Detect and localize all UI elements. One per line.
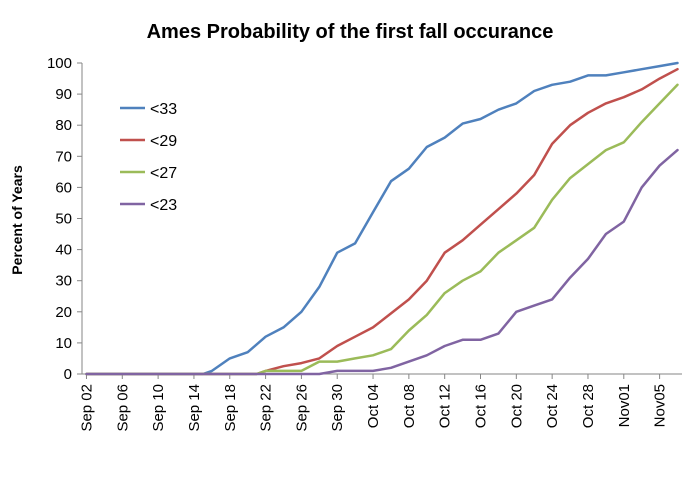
y-tick-label: 30	[55, 273, 72, 290]
y-tick-label: 80	[55, 117, 72, 134]
x-tick-label: Sep 02	[78, 384, 95, 432]
series-line-1	[85, 61, 679, 376]
x-tick-label: Nov01	[616, 384, 633, 427]
x-tick-label: Sep 18	[222, 384, 239, 432]
series-line-4	[85, 148, 679, 376]
y-tick-label: 50	[55, 211, 72, 228]
y-tick-label: 70	[55, 148, 72, 165]
legend: <33 <29 <27 <23	[120, 101, 177, 214]
x-tick-label: Sep 06	[114, 384, 131, 432]
x-tick-label: Sep 22	[258, 384, 275, 432]
x-tick-label: Oct 08	[401, 384, 418, 428]
y-tick-label: 100	[47, 55, 72, 72]
y-tick-label: 90	[55, 86, 72, 103]
x-tick-label: Oct 16	[473, 384, 490, 428]
chart-title: Ames Probability of the first fall occur…	[147, 21, 554, 43]
y-tick-label: 0	[64, 366, 72, 383]
legend-label-4: <23	[150, 197, 177, 214]
x-tick-label: Sep 10	[150, 384, 167, 432]
x-tick-label: Nov05	[652, 384, 669, 427]
x-tick-label: Oct 20	[508, 384, 525, 428]
x-tick-label: Oct 04	[365, 384, 382, 428]
legend-label-3: <27	[150, 165, 177, 182]
x-tick-label: Sep 14	[186, 384, 203, 432]
x-tick-label: Oct 24	[544, 384, 561, 428]
series-line-3	[85, 83, 679, 376]
x-tick-label: Oct 28	[580, 384, 597, 428]
x-tick-label: Sep 26	[293, 384, 310, 432]
x-tick-label: Oct 12	[437, 384, 454, 428]
x-tick-label: Sep 30	[329, 384, 346, 432]
y-tick-label: 60	[55, 179, 72, 196]
y-tick-label: 20	[55, 304, 72, 321]
series-lines	[85, 61, 679, 376]
legend-label-2: <29	[150, 133, 177, 150]
y-axis-label: Percent of Years	[9, 165, 25, 275]
series-line-2	[85, 67, 679, 376]
y-tick-label: 40	[55, 242, 72, 259]
y-axis-ticks: 0 10 20 30 40 50 60 70 80 90 100	[47, 55, 82, 383]
legend-label-1: <33	[150, 101, 177, 118]
y-tick-label: 10	[55, 335, 72, 352]
x-axis-ticks: Sep 02 Sep 06 Sep 10 Sep 14 Sep 18 Sep 22 Sep …	[78, 374, 669, 432]
